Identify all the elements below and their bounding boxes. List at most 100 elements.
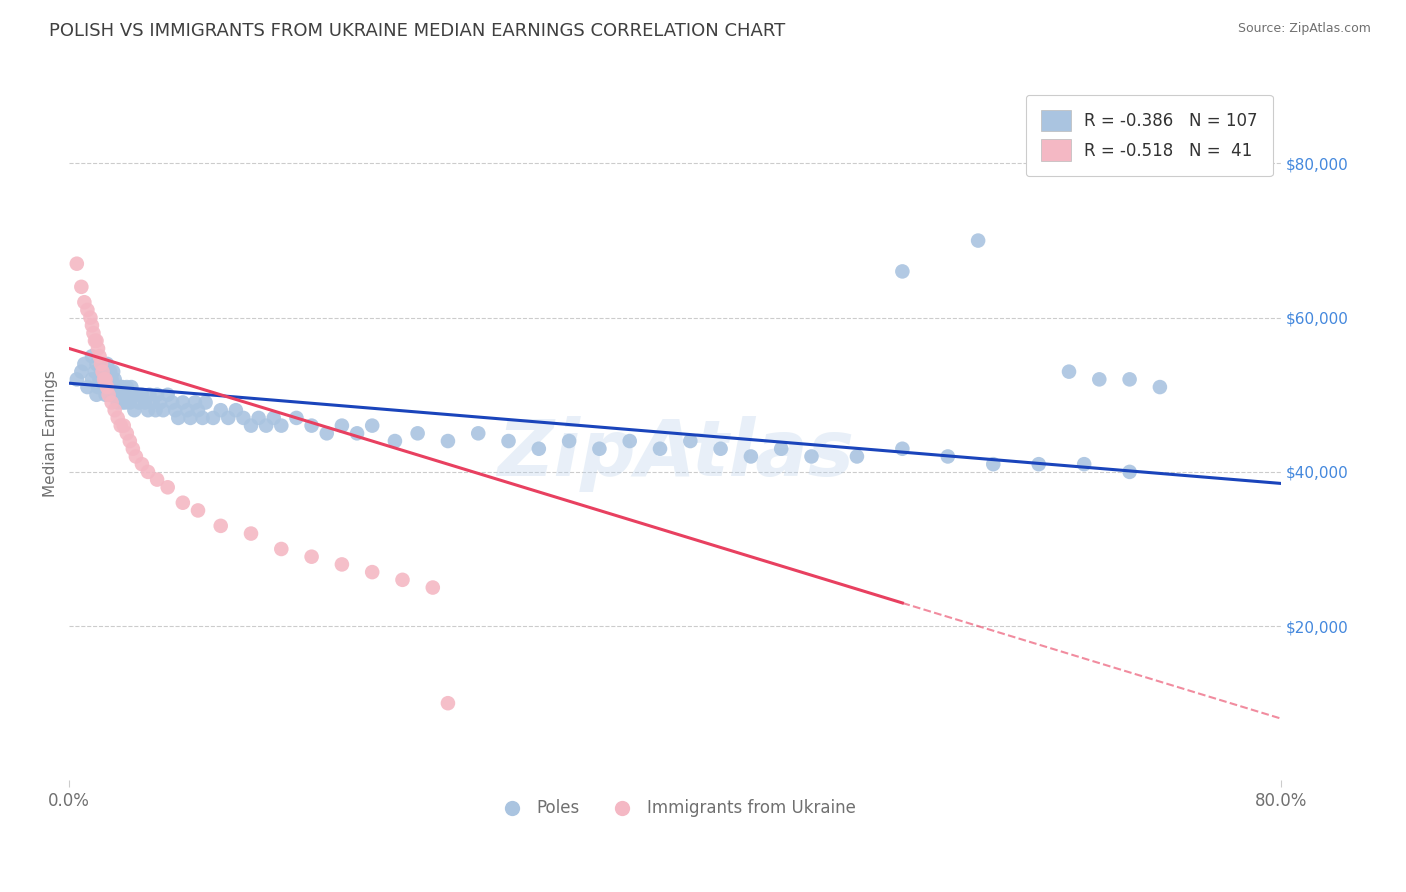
Point	[1028, 457, 1050, 471]
Point	[936, 450, 959, 464]
Point	[156, 388, 179, 402]
Text: POLISH VS IMMIGRANTS FROM UKRAINE MEDIAN EARNINGS CORRELATION CHART: POLISH VS IMMIGRANTS FROM UKRAINE MEDIAN…	[49, 22, 786, 40]
Point	[100, 372, 122, 386]
Point	[108, 388, 131, 402]
Point	[89, 372, 111, 386]
Point	[232, 411, 254, 425]
Point	[172, 496, 194, 510]
Point	[82, 326, 104, 340]
Point	[80, 372, 103, 386]
Point	[84, 334, 107, 348]
Point	[131, 457, 153, 471]
Point	[118, 395, 141, 409]
Point	[187, 403, 209, 417]
Point	[498, 434, 520, 448]
Point	[179, 411, 201, 425]
Point	[93, 372, 115, 386]
Point	[285, 411, 308, 425]
Point	[800, 450, 823, 464]
Point	[125, 450, 148, 464]
Point	[120, 380, 142, 394]
Point	[97, 388, 120, 402]
Point	[96, 357, 118, 371]
Point	[98, 365, 121, 379]
Point	[107, 411, 129, 425]
Point	[76, 380, 98, 394]
Point	[107, 395, 129, 409]
Point	[156, 480, 179, 494]
Point	[240, 526, 263, 541]
Point	[79, 310, 101, 325]
Point	[121, 442, 143, 456]
Point	[588, 442, 610, 456]
Point	[1149, 380, 1171, 394]
Point	[111, 380, 134, 394]
Point	[114, 395, 136, 409]
Point	[176, 403, 198, 417]
Point	[361, 418, 384, 433]
Point	[191, 411, 214, 425]
Point	[86, 388, 108, 402]
Point	[104, 403, 127, 417]
Point	[301, 549, 323, 564]
Point	[94, 388, 117, 402]
Point	[558, 434, 581, 448]
Point	[165, 403, 187, 417]
Point	[136, 465, 159, 479]
Point	[91, 365, 114, 379]
Point	[110, 380, 132, 394]
Point	[384, 434, 406, 448]
Point	[467, 426, 489, 441]
Point	[1057, 365, 1080, 379]
Point	[891, 264, 914, 278]
Point	[97, 380, 120, 394]
Point	[247, 411, 270, 425]
Point	[209, 403, 232, 417]
Point	[301, 418, 323, 433]
Point	[270, 418, 292, 433]
Point	[91, 372, 114, 386]
Legend: Poles, Immigrants from Ukraine: Poles, Immigrants from Ukraine	[488, 793, 862, 824]
Point	[112, 388, 135, 402]
Point	[121, 388, 143, 402]
Point	[391, 573, 413, 587]
Point	[86, 357, 108, 371]
Point	[112, 418, 135, 433]
Point	[710, 442, 733, 456]
Point	[89, 349, 111, 363]
Point	[315, 426, 337, 441]
Point	[619, 434, 641, 448]
Point	[679, 434, 702, 448]
Point	[127, 388, 149, 402]
Point	[254, 418, 277, 433]
Point	[96, 372, 118, 386]
Point	[100, 380, 122, 394]
Point	[1118, 465, 1140, 479]
Point	[80, 349, 103, 363]
Point	[270, 541, 292, 556]
Point	[770, 442, 793, 456]
Point	[104, 372, 127, 386]
Point	[891, 442, 914, 456]
Point	[90, 365, 112, 379]
Point	[527, 442, 550, 456]
Point	[73, 357, 96, 371]
Point	[124, 403, 146, 417]
Point	[94, 372, 117, 386]
Point	[101, 365, 124, 379]
Point	[981, 457, 1004, 471]
Point	[66, 372, 89, 386]
Point	[437, 696, 460, 710]
Point	[98, 388, 121, 402]
Y-axis label: Median Earnings: Median Earnings	[44, 370, 58, 497]
Point	[146, 473, 169, 487]
Point	[141, 395, 163, 409]
Point	[330, 418, 353, 433]
Point	[91, 357, 114, 371]
Point	[136, 403, 159, 417]
Point	[1073, 457, 1095, 471]
Point	[66, 257, 89, 271]
Point	[967, 234, 990, 248]
Point	[105, 380, 128, 394]
Point	[361, 565, 384, 579]
